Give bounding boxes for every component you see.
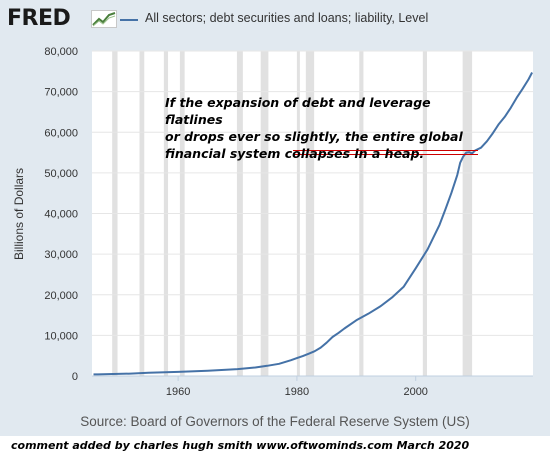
fred-logo-text: FRED — [7, 6, 71, 31]
source-note: Source: Board of Governors of the Federa… — [80, 414, 470, 429]
y-axis-label: Billions of Dollars — [12, 167, 26, 260]
series-layer — [93, 72, 533, 376]
annotation-line: or drops ever so slightly, the entire gl… — [165, 129, 463, 144]
x-tick-label: 1980 — [285, 386, 309, 398]
y-tick-label: 70,000 — [44, 87, 78, 99]
y-tick-label: 60,000 — [44, 127, 78, 139]
y-tick-label: 50,000 — [44, 168, 78, 180]
y-axis-ticks: 0 10,000 20,000 30,000 40,000 50,000 60,000 70,… — [44, 46, 78, 383]
annotation-marker — [293, 150, 478, 155]
y-tick-label: 40,000 — [44, 209, 78, 221]
grid-lines — [92, 50, 533, 377]
y-tick-label: 0 — [72, 371, 78, 383]
series-line[interactable] — [93, 72, 533, 376]
y-tick-label: 10,000 — [44, 330, 78, 342]
legend-series-label[interactable]: All sectors; debt securities and loans; … — [145, 11, 429, 25]
annotation-line: If the expansion of debt and leverage fl… — [165, 95, 431, 127]
annotation-text: If the expansion of debt and leverage fl… — [165, 94, 465, 162]
x-tick-label: 1960 — [166, 386, 190, 398]
y-tick-label: 30,000 — [44, 249, 78, 261]
line-chart: 0 10,000 20,000 30,000 40,000 50,000 60,000 70,… — [44, 46, 533, 398]
line-graph-icon — [91, 10, 117, 28]
x-axis-ticks: 1960 1980 2000 — [166, 376, 428, 398]
credit-line: comment added by charles hugh smith www.… — [11, 439, 470, 452]
y-tick-label: 80,000 — [44, 46, 78, 58]
legend-swatch — [120, 19, 138, 21]
y-tick-label: 20,000 — [44, 290, 78, 302]
annotation-line: financial system collapses in a heap. — [165, 146, 425, 161]
x-tick-label: 2000 — [403, 386, 427, 398]
